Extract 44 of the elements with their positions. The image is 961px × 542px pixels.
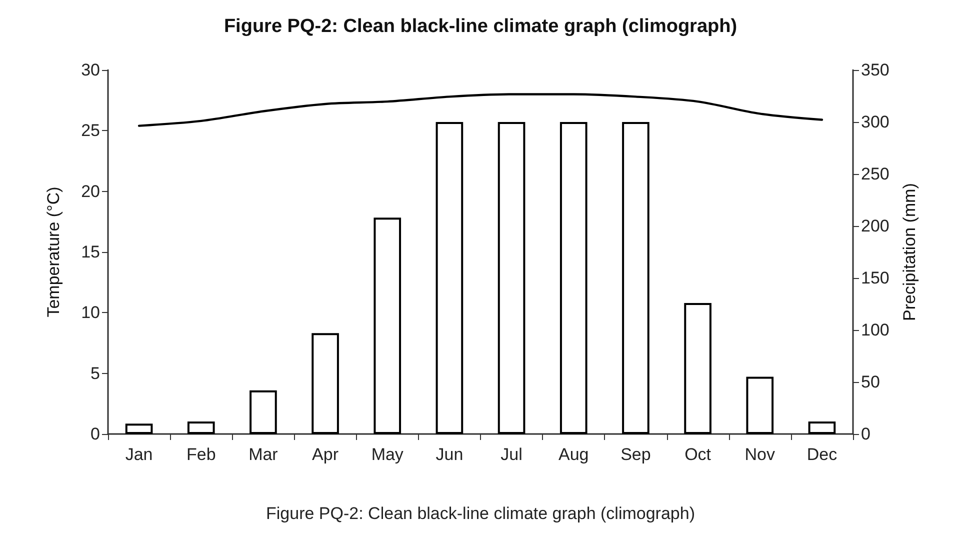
y-tick-label: 0 (90, 424, 100, 444)
y-tick-label: 5 (90, 364, 100, 383)
y2-tick-label: 0 (861, 424, 870, 444)
y2-tick-label: 100 (861, 320, 890, 340)
x-tick-label: Nov (744, 445, 776, 464)
x-tick-label: Feb (186, 445, 216, 464)
bar (498, 122, 526, 434)
bar (436, 122, 464, 434)
bar (560, 122, 588, 434)
x-tick-label: Oct (684, 445, 712, 464)
y-tick-label: 10 (81, 303, 100, 322)
chart-title: Figure PQ-2: Clean black-line climate graph (climograph) (224, 16, 738, 37)
text: Figure PQ-2: Clean black-line climate graph (climograph) (266, 504, 695, 523)
y-axis-title: Temperature (°C) (44, 186, 63, 318)
bar (808, 422, 836, 434)
y2-tick-label: 300 (861, 112, 890, 132)
y-tick-label: 15 (81, 242, 100, 262)
bar (374, 218, 402, 434)
x-tick-label: Jun (436, 445, 464, 464)
x-tick-label: Sep (620, 445, 651, 464)
line-series (138, 93, 824, 127)
y2-axis-title: Precipitation (mm) (900, 183, 919, 321)
y-tick-label: 20 (81, 182, 100, 201)
y2-tick-label: 150 (861, 268, 890, 288)
y2-tick-label: 200 (861, 216, 890, 236)
x-tick-label: Mar (248, 445, 278, 464)
x-tick-label: Jul (500, 445, 522, 464)
bar (250, 390, 277, 434)
bar (312, 333, 339, 434)
bar (622, 122, 650, 434)
x-tick-label: May (371, 445, 404, 464)
x-tick-label: Aug (558, 445, 589, 464)
y-tick-label: 25 (81, 121, 100, 140)
x-tick-label: Jan (125, 445, 153, 464)
bar (187, 422, 215, 434)
y2-tick-label: 350 (861, 60, 890, 80)
bar (125, 424, 153, 434)
bar (684, 302, 712, 434)
y-tick-label: 30 (81, 60, 100, 80)
x-tick-label: Dec (806, 445, 838, 464)
x-tick-label: Apr (312, 445, 339, 464)
y2-tick-label: 50 (861, 372, 880, 392)
bar (746, 376, 774, 434)
y2-tick-label: 250 (861, 164, 890, 184)
